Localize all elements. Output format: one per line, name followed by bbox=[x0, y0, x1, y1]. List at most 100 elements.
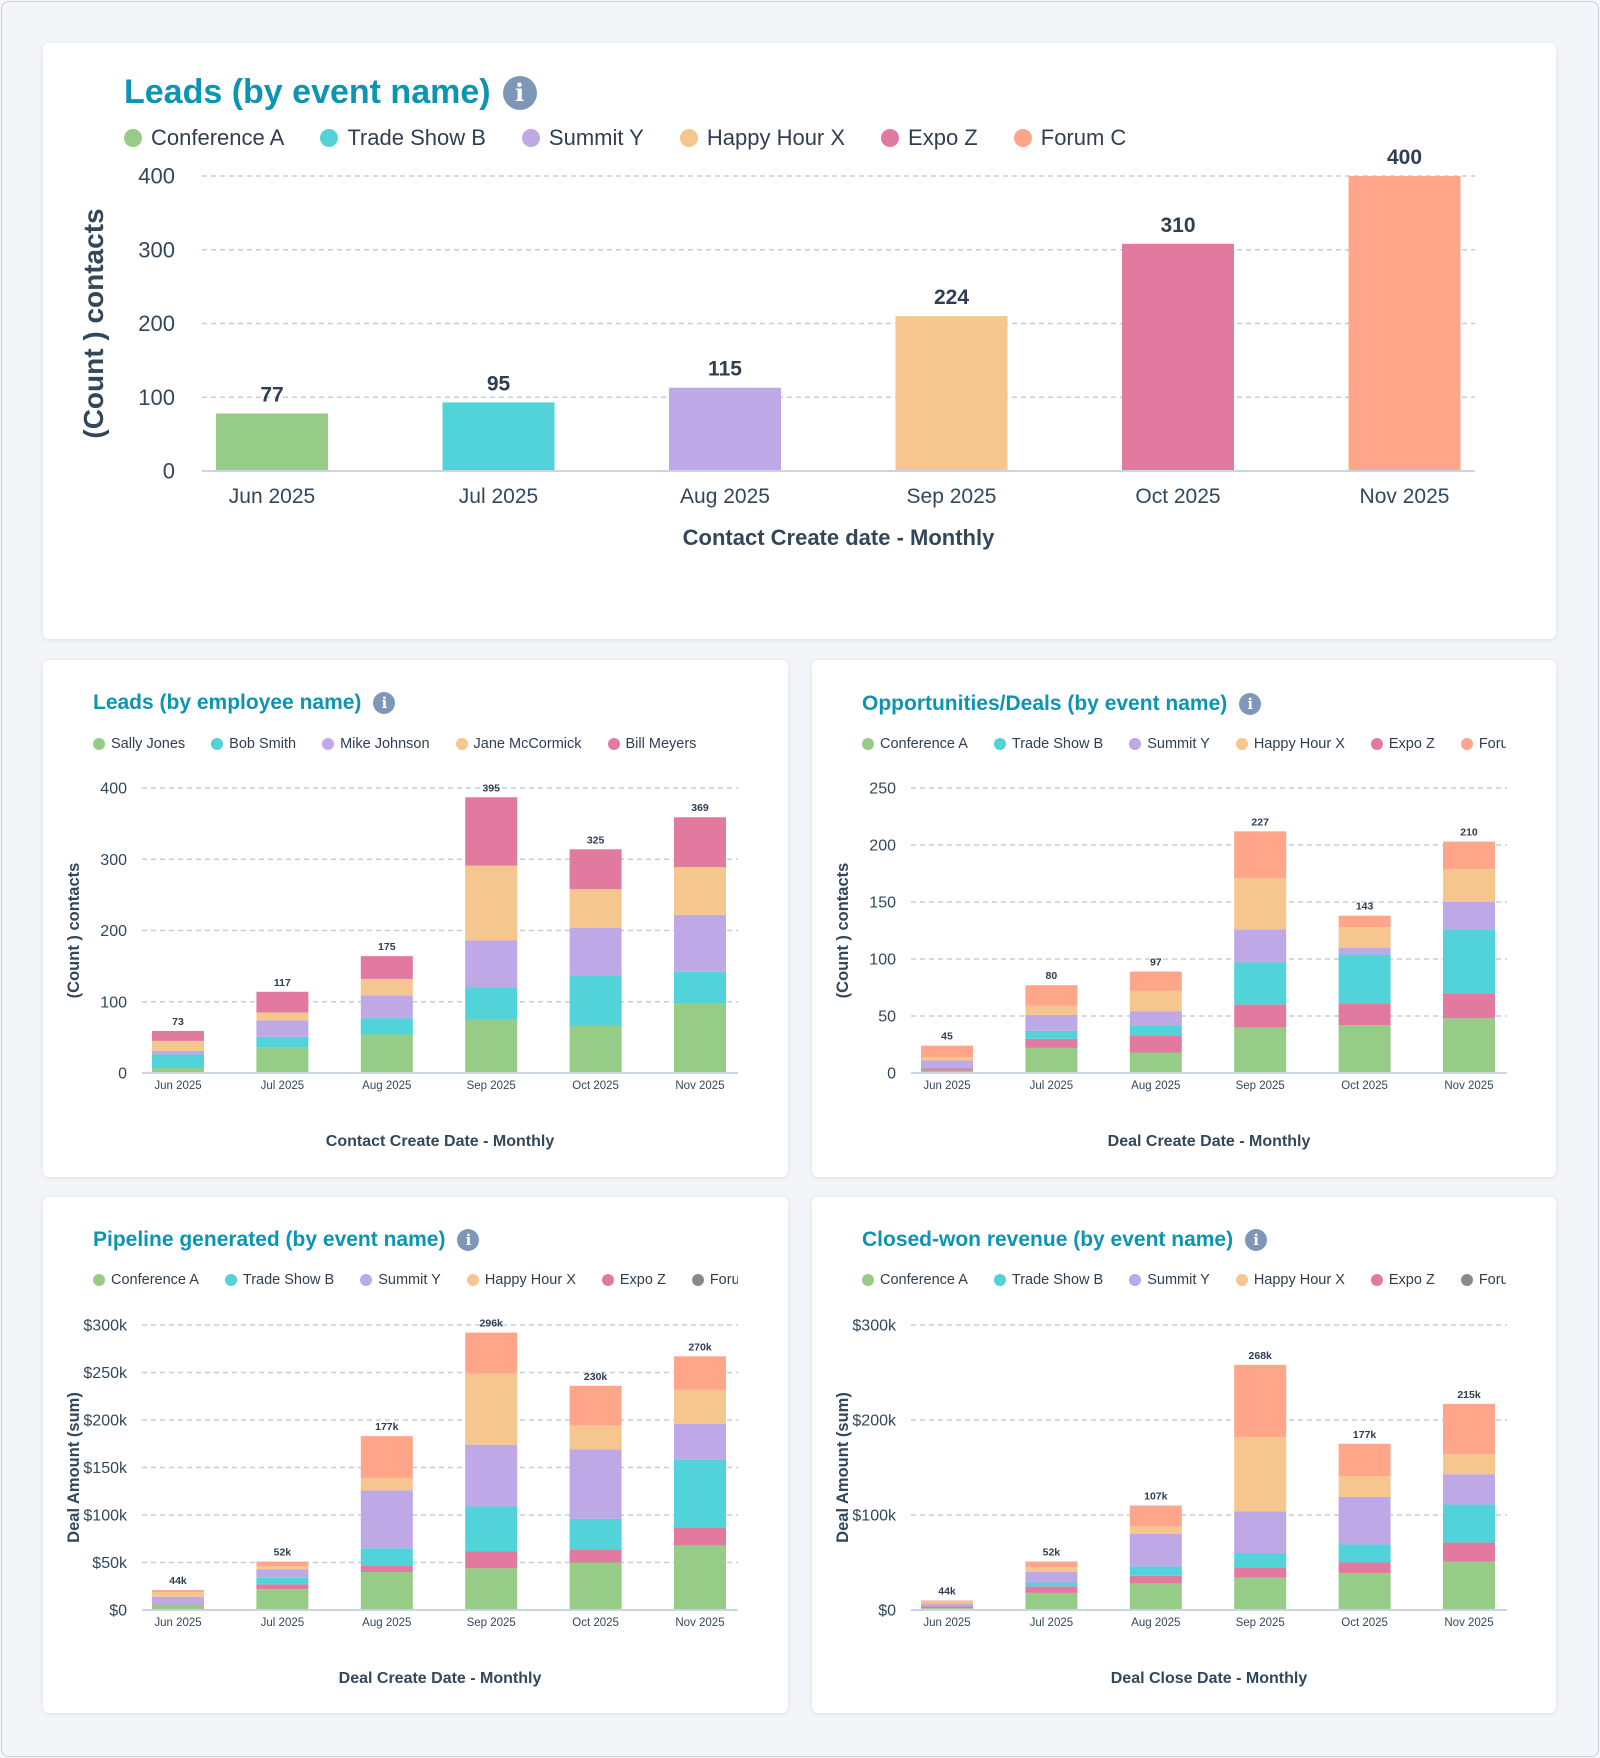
bar-segment-conference-a bbox=[360, 1572, 413, 1610]
data-label: 215k bbox=[1457, 1389, 1481, 1401]
bar-segment-conference-a bbox=[674, 1545, 726, 1610]
bar-segment-happy-hour-x bbox=[360, 1477, 413, 1491]
legend-item-expo-z[interactable]: Expo Z bbox=[881, 125, 978, 151]
legend-item-bob-smith[interactable]: Bob Smith bbox=[211, 736, 296, 752]
legend-label: Conference A bbox=[151, 125, 285, 150]
info-icon[interactable]: i bbox=[1245, 1229, 1268, 1251]
y-tick-label: $0 bbox=[109, 1603, 127, 1620]
info-icon[interactable]: i bbox=[373, 692, 396, 714]
bar-segment-expo-z bbox=[569, 1549, 622, 1563]
bar-segment-summit-y bbox=[921, 1603, 973, 1606]
bar-segment-bill-meyers bbox=[569, 849, 622, 890]
data-label: 73 bbox=[172, 1016, 184, 1028]
legend-item-expo-z[interactable]: Expo Z bbox=[1370, 736, 1435, 752]
bar-segment-happy-hour-x bbox=[1129, 990, 1182, 1012]
legend-item-sally-jones[interactable]: Sally Jones bbox=[93, 736, 185, 752]
bar-segment-bob-smith bbox=[674, 971, 726, 1004]
bar-segment-happy-hour-x bbox=[921, 1601, 973, 1604]
bar-segment-expo-z bbox=[1025, 1586, 1078, 1593]
bar-segment-expo-z bbox=[1025, 1038, 1078, 1048]
legend-label: Happy Hour X bbox=[706, 125, 846, 150]
legend-item-expo-z[interactable]: Expo Z bbox=[1370, 1272, 1435, 1288]
bar-segment-summit-y bbox=[1129, 1534, 1182, 1567]
bar-segment-jane-mccormick bbox=[674, 867, 726, 915]
bar-segment-forum-c bbox=[1443, 1403, 1495, 1455]
bar-segment-bob-smith bbox=[465, 987, 518, 1020]
legend-item-happy-hour-x[interactable]: Happy Hour X bbox=[679, 125, 846, 151]
bar-segment-conference-a bbox=[1443, 1018, 1495, 1073]
chart-title: Closed-won revenue (by event name) bbox=[862, 1228, 1234, 1251]
legend-item-happy-hour-x[interactable]: Happy Hour X bbox=[1235, 736, 1345, 752]
bar-segment-forum-c bbox=[1129, 971, 1182, 991]
card-header: Closed-won revenue (by event name) i bbox=[862, 1228, 1268, 1252]
legend-item-conference-a[interactable]: Conference A bbox=[124, 125, 284, 151]
x-tick-label: Nov 2025 bbox=[675, 1080, 724, 1092]
info-icon[interactable]: i bbox=[1239, 693, 1262, 715]
legend-item-mike-johnson[interactable]: Mike Johnson bbox=[322, 736, 430, 752]
legend-item-forum-c[interactable]: Forum C bbox=[1460, 1272, 1506, 1288]
x-axis-title: Deal Close Date - Monthly bbox=[1111, 1670, 1308, 1687]
legend-item-expo-z[interactable]: Expo Z bbox=[601, 1272, 666, 1288]
x-tick-label: Jul 2025 bbox=[459, 485, 538, 508]
y-tick-label: $150k bbox=[83, 1460, 128, 1477]
bar-segment-bob-smith bbox=[256, 1036, 309, 1048]
bar-segment-trade-show-b bbox=[1025, 1582, 1078, 1587]
legend-item-happy-hour-x[interactable]: Happy Hour X bbox=[1235, 1272, 1345, 1288]
x-tick-label: Sep 2025 bbox=[1236, 1080, 1285, 1092]
legend-item-forum-c[interactable]: Forum C bbox=[1460, 736, 1506, 752]
legend-item-trade-show-b[interactable]: Trade Show B bbox=[993, 1272, 1103, 1288]
y-tick-label: 400 bbox=[138, 164, 175, 189]
legend-item-summit-y[interactable]: Summit Y bbox=[1129, 736, 1210, 752]
bar-segment-summit-y bbox=[921, 1060, 973, 1068]
legend-item-summit-y[interactable]: Summit Y bbox=[1129, 1272, 1210, 1288]
bar-segment-happy-hour-x bbox=[1338, 1476, 1391, 1497]
chart-title: Pipeline generated (by event name) bbox=[93, 1228, 446, 1251]
legend-label: Trade Show B bbox=[242, 1272, 335, 1288]
data-label: 296k bbox=[480, 1318, 504, 1330]
legend-item-summit-y[interactable]: Summit Y bbox=[360, 1272, 441, 1288]
bar-segment-forum-c bbox=[569, 1385, 622, 1426]
y-tick-label: 150 bbox=[869, 895, 896, 912]
legend-item-jane-mccormick[interactable]: Jane McCormick bbox=[455, 736, 582, 752]
y-tick-label: 0 bbox=[118, 1066, 127, 1083]
y-axis-title: Deal Amount (sum) bbox=[834, 1392, 852, 1543]
x-tick-label: Jun 2025 bbox=[154, 1617, 201, 1629]
bar-segment-conference-a bbox=[1025, 1047, 1078, 1073]
legend-item-trade-show-b[interactable]: Trade Show B bbox=[320, 125, 486, 151]
leads-by-event-card: Leads (by event name) i Conference A Tra… bbox=[43, 43, 1556, 639]
info-icon[interactable]: i bbox=[502, 75, 537, 110]
bar-segment-happy-hour-x bbox=[152, 1591, 204, 1597]
legend-item-summit-y[interactable]: Summit Y bbox=[521, 125, 644, 151]
x-tick-label: Jun 2025 bbox=[923, 1080, 970, 1092]
legend-label: Summit Y bbox=[548, 125, 644, 150]
bar-segment-trade-show-b bbox=[1338, 954, 1391, 1004]
legend-item-conference-a[interactable]: Conference A bbox=[93, 1272, 199, 1288]
legend-item-conference-a[interactable]: Conference A bbox=[862, 1272, 968, 1288]
legend-item-forum-c[interactable]: Forum C bbox=[691, 1272, 738, 1288]
x-axis-title: Deal Create Date - Monthly bbox=[1108, 1133, 1311, 1150]
bar-segment-summit-y bbox=[1443, 902, 1495, 930]
bar bbox=[1348, 176, 1461, 471]
legend-item-happy-hour-x[interactable]: Happy Hour X bbox=[466, 1272, 576, 1288]
bar-segment-jane-mccormick bbox=[152, 1040, 204, 1051]
bar-segment-mike-johnson bbox=[152, 1050, 204, 1055]
legend-label: Bob Smith bbox=[229, 736, 297, 752]
legend-item-forum-c[interactable]: Forum C bbox=[1013, 125, 1126, 151]
bar-segment-expo-z bbox=[1234, 1004, 1287, 1028]
y-tick-label: 300 bbox=[100, 852, 127, 869]
bar-segment-sally-jones bbox=[152, 1068, 204, 1073]
legend-dot-icon bbox=[993, 738, 1006, 750]
bar-segment-bob-smith bbox=[360, 1018, 413, 1035]
legend-label: Summit Y bbox=[1147, 736, 1210, 752]
legend-item-trade-show-b[interactable]: Trade Show B bbox=[224, 1272, 335, 1288]
bar-segment-forum-c bbox=[1338, 1443, 1391, 1477]
legend-item-trade-show-b[interactable]: Trade Show B bbox=[993, 736, 1103, 752]
chart-plot: 0 100 200 300 400 73 Jun 2025 117 Jul 2025 175 Aug… bbox=[65, 781, 738, 1150]
legend-item-conference-a[interactable]: Conference A bbox=[862, 736, 968, 752]
info-icon[interactable]: i bbox=[457, 1229, 480, 1251]
bar-segment-forum-c bbox=[1234, 1364, 1287, 1438]
x-axis-title: Contact Create date - Monthly bbox=[683, 525, 995, 550]
legend-item-bill-meyers[interactable]: Bill Meyers bbox=[607, 736, 696, 752]
bar-segment-trade-show-b bbox=[360, 1548, 413, 1566]
x-tick-label: Sep 2025 bbox=[467, 1080, 516, 1092]
